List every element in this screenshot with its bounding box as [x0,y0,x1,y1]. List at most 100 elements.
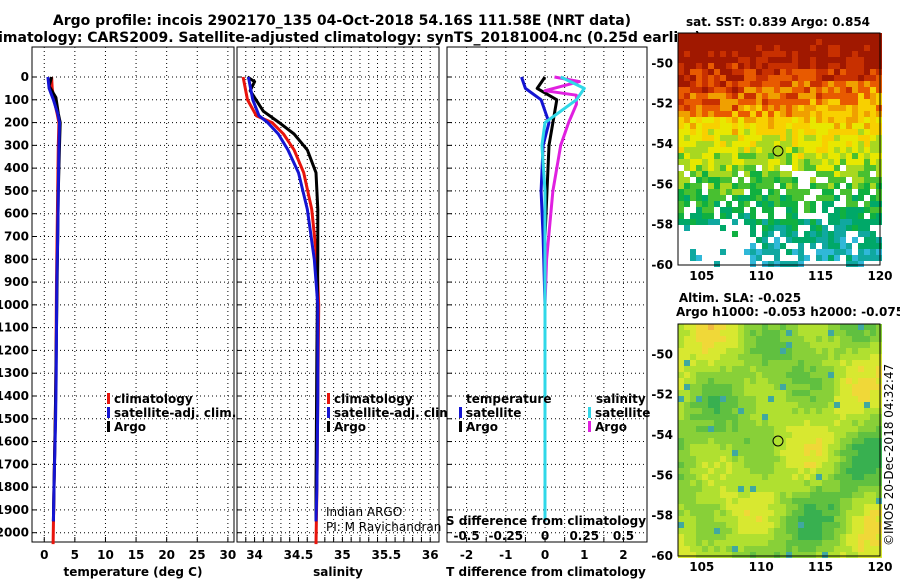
sst-cell [840,237,846,243]
sla-cell [786,540,792,546]
sla-cell [726,330,732,336]
sla-cell [870,498,876,504]
sst-cell [774,123,780,129]
sla-cell [816,480,822,486]
sst-cell [846,39,852,45]
sla-cell [798,498,804,504]
sla-cell [696,540,702,546]
sla-cell [804,336,810,342]
sla-cell [876,384,882,390]
sst-cell [876,105,882,111]
sst-cell [840,33,846,39]
depth-tick-label: 900 [4,275,29,289]
sla-cell [804,480,810,486]
sst-cell [858,117,864,123]
sst-cell [846,189,852,195]
sla-cell [738,492,744,498]
sla-cell [780,342,786,348]
sla-cell [744,528,750,534]
sst-cell [762,87,768,93]
sla-cell [798,414,804,420]
sst-cell [738,117,744,123]
sla-cell [846,396,852,402]
sst-cell [858,129,864,135]
sst-cell [720,189,726,195]
sla-cell [870,486,876,492]
sst-cell [720,99,726,105]
sla-cell [852,498,858,504]
sla-cell [732,444,738,450]
sst-cell [870,183,876,189]
sst-cell [846,99,852,105]
sla-cell [864,456,870,462]
legend-swatch-argo [327,421,330,432]
sla-cell [744,432,750,438]
sst-cell [738,57,744,63]
sst-cell [726,105,732,111]
depth-tick-label: 1700 [0,457,29,471]
sla-cell [732,498,738,504]
sla-cell [804,360,810,366]
sla-cell [798,342,804,348]
sla-cell [678,384,684,390]
sla-cell [738,438,744,444]
salinity-panel: 34 34.5 35 35.5 36 salinity climatology sate… [236,46,456,579]
sst-cell [756,141,762,147]
sst-cell [690,75,696,81]
sst-cell [834,249,840,255]
sla-cell [828,330,834,336]
sst-cell [726,33,732,39]
sst-cell [876,153,882,159]
sst-cell [876,75,882,81]
sst-cell [858,207,864,213]
sst-cell [678,99,684,105]
sst-cell [738,111,744,117]
sla-cell [726,426,732,432]
sst-cell [804,129,810,135]
sst-cell [732,189,738,195]
sst-cell [864,81,870,87]
sla-cell [732,540,738,546]
sst-cell [852,141,858,147]
sla-cell [702,546,708,552]
sla-cell [738,444,744,450]
sla-cell [702,444,708,450]
sla-cell [780,360,786,366]
lat-tick-label: -54 [651,428,673,442]
sst-cell [804,165,810,171]
sla-cell [756,420,762,426]
sst-cell [702,201,708,207]
sla-cell [768,522,774,528]
sla-cell [834,348,840,354]
sla-cell [816,366,822,372]
sla-cell [702,462,708,468]
sst-cell [708,129,714,135]
sla-cell [678,414,684,420]
sst-cell [708,183,714,189]
sla-cell [702,348,708,354]
sla-cell [732,372,738,378]
sst-cell [744,135,750,141]
sla-cell [780,396,786,402]
sla-cell [756,378,762,384]
sst-cell [798,159,804,165]
sst-cell [870,75,876,81]
sst-cell [720,111,726,117]
sst-cell [684,219,690,225]
imos-watermark: ©IMOS 20-Dec-2018 04:32:47 [882,364,896,546]
sla-cell [792,360,798,366]
sst-cell [834,237,840,243]
sst-cell [768,81,774,87]
sst-cell [858,261,864,267]
sla-cell [744,534,750,540]
sla-cell [846,354,852,360]
sst-cell [720,105,726,111]
sla-cell [852,552,858,558]
sst-cell [828,51,834,57]
sla-cell [774,396,780,402]
temperature-legend: climatology satellite-adj. clim. Argo [107,392,236,434]
sla-cell [684,438,690,444]
sst-cell [720,225,726,231]
sst-cell [786,249,792,255]
sla-cell [732,342,738,348]
